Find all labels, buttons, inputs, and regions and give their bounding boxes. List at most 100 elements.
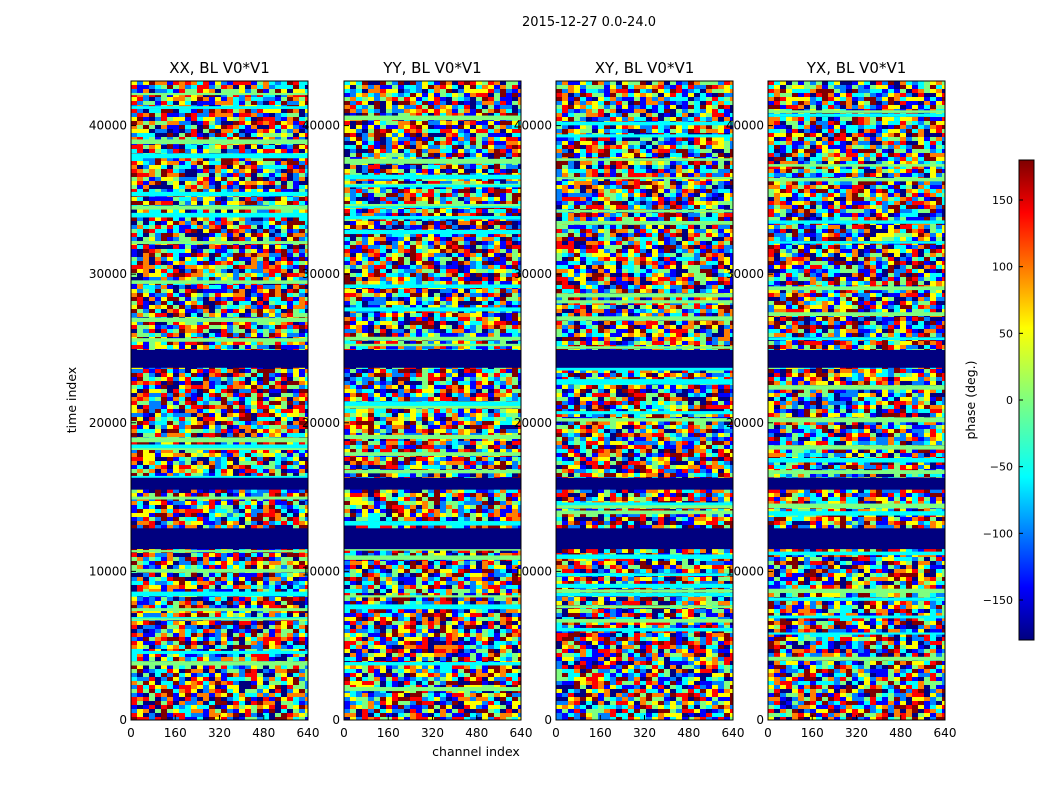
phase-cell [161,561,167,565]
phase-cell [221,369,227,373]
phase-cell [239,601,245,605]
phase-cell [428,89,434,93]
phase-cell [245,341,251,345]
phase-cell [257,657,263,661]
phase-cell [215,265,221,269]
phase-cell [281,253,287,257]
phase-cell [161,369,167,373]
phase-cell [275,509,281,513]
phase-cell [215,401,221,405]
phase-cell [203,397,209,401]
phase-cell [239,381,245,385]
phase-cell [185,597,191,601]
phase-cell [161,621,167,625]
phase-cell [185,705,191,709]
phase-cell [293,573,299,577]
phase-cell [227,225,233,229]
phase-cell [287,285,293,289]
phase-cell [263,573,269,577]
phase-cell [137,441,143,445]
phase-cell [161,717,167,720]
phase-cell [215,505,221,509]
phase-cell [215,285,221,289]
phase-cell [191,409,197,413]
phase-cell [191,453,197,457]
phase-cell [239,321,245,325]
phase-cell [185,677,191,681]
phase-cell [281,313,287,317]
phase-cell [251,509,257,513]
phase-cell [149,289,155,293]
phase-cell [197,717,203,720]
phase-cell [239,589,245,593]
phase-cell [185,169,191,173]
phase-cell [179,693,185,697]
phase-cell [446,93,452,97]
phase-cell [149,613,155,617]
phase-cell [269,125,275,129]
phase-cell [293,229,299,233]
phase-cell [257,345,263,349]
phase-cell [275,221,281,225]
phase-cell [161,121,167,125]
phase-cell [275,673,281,677]
phase-cell [281,525,287,529]
phase-cell [179,589,185,593]
phase-cell [293,521,299,525]
phase-cell [197,85,203,89]
phase-cell [167,277,173,281]
phase-cell [203,461,209,465]
phase-cell [221,273,227,277]
phase-cell [131,561,137,565]
phase-cell [269,393,275,397]
phase-cell [305,309,308,313]
phase-cell [167,329,173,333]
phase-cell [203,573,209,577]
phase-cell [197,677,203,681]
stripe [131,550,308,553]
phase-cell [209,237,215,241]
phase-cell [197,393,203,397]
phase-cell [221,629,227,633]
phase-cell [137,233,143,237]
phase-cell [215,305,221,309]
phase-cell [167,221,173,225]
phase-cell [227,285,233,289]
phase-cell [293,265,299,269]
phase-cell [257,645,263,649]
phase-cell [263,689,269,693]
phase-cell [143,417,149,421]
phase-cell [233,473,239,477]
phase-cell [257,665,263,669]
phase-cell [245,157,251,161]
phase-cell [209,329,215,333]
phase-cell [143,169,149,173]
phase-cell [227,673,233,677]
phase-cell [257,333,263,337]
phase-cell [287,301,293,305]
phase-cell [221,413,227,417]
phase-cell [155,581,161,585]
phase-cell [191,329,197,333]
phase-cell [287,109,293,113]
phase-cell [299,669,305,673]
phase-cell [275,657,281,661]
phase-cell [161,225,167,229]
phase-cell [227,277,233,281]
phase-cell [137,177,143,181]
phase-cell [239,461,245,465]
phase-cell [257,277,263,281]
phase-cell [161,677,167,681]
phase-cell [263,713,269,717]
phase-cell [293,429,299,433]
phase-cell [305,685,308,689]
phase-cell [305,457,308,461]
phase-cell [155,373,161,377]
phase-cell [203,129,209,133]
phase-cell [221,313,227,317]
phase-cell [221,557,227,561]
phase-cell [185,201,191,205]
phase-cell [245,149,251,153]
phase-cell [305,637,308,641]
phase-cell [209,305,215,309]
